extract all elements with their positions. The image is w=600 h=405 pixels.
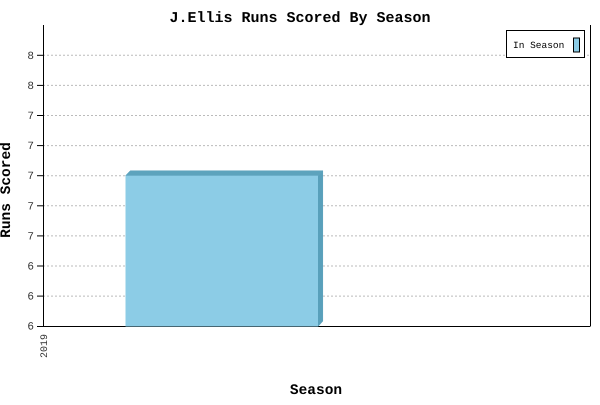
svg-text:8: 8 (27, 51, 34, 63)
svg-text:7: 7 (27, 231, 34, 243)
svg-text:J.Ellis Runs Scored By Season: J.Ellis Runs Scored By Season (169, 10, 430, 27)
svg-text:2019: 2019 (40, 334, 51, 358)
svg-text:6: 6 (27, 262, 34, 274)
svg-text:Runs Scored: Runs Scored (0, 142, 15, 238)
svg-text:6: 6 (27, 292, 34, 304)
svg-text:7: 7 (27, 171, 34, 183)
svg-text:6: 6 (27, 322, 34, 334)
svg-text:In Season: In Season (513, 40, 564, 51)
svg-text:Season: Season (290, 383, 342, 399)
svg-text:7: 7 (27, 201, 34, 213)
svg-text:8: 8 (27, 81, 34, 93)
svg-text:7: 7 (27, 141, 34, 153)
svg-text:7: 7 (27, 111, 34, 123)
